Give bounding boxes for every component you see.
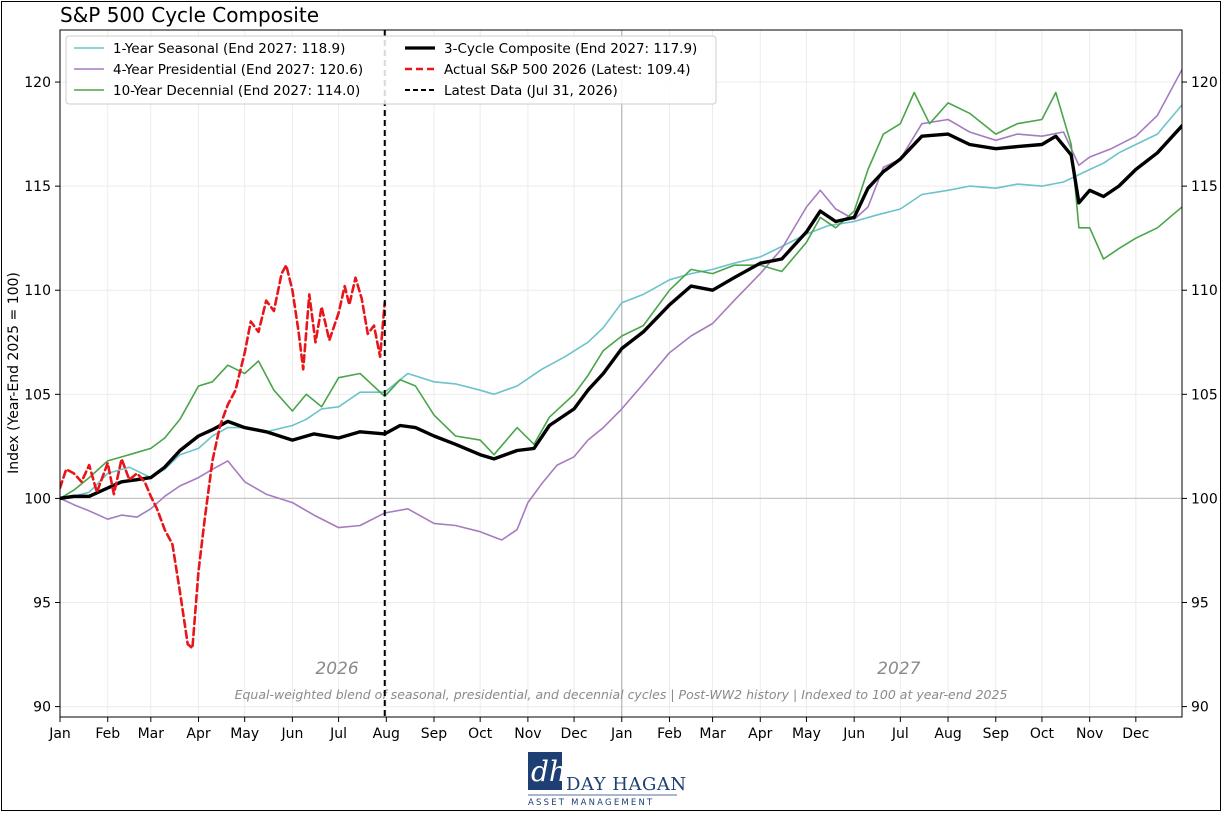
legend-label-decennial: 10-Year Decennial (End 2027: 114.0) (113, 83, 360, 99)
legend-item-latest-data: Latest Data (Jul 31, 2026) (405, 83, 618, 99)
legend-label-latest-data: Latest Data (Jul 31, 2026) (444, 83, 618, 99)
x-tick-label: May (792, 726, 821, 742)
x-tick-label: Oct (468, 726, 493, 742)
legend-item-decennial: 10-Year Decennial (End 2027: 114.0) (74, 83, 360, 99)
x-tick-label: Jan (48, 726, 71, 742)
logo-monogram-box (528, 752, 562, 790)
year-label-2027: 2027 (877, 659, 920, 679)
y-tick-label: 120 (24, 75, 51, 91)
legend-item-seasonal: 1-Year Seasonal (End 2027: 118.9) (74, 41, 345, 57)
x-tick-label: Jun (280, 726, 303, 742)
x-tick-label: May (230, 726, 259, 742)
series-line-0 (60, 104, 1182, 500)
legend-box (65, 35, 717, 105)
x-tick-label: Feb (657, 726, 682, 742)
reference-lines (60, 30, 1182, 717)
x-tick-label: Oct (1030, 726, 1055, 742)
logo-name: DAY HAGAN (566, 774, 687, 795)
y-axis-label: Index (Year-End 2025 = 100) (6, 272, 22, 474)
grid (59, 30, 1182, 717)
series-line-3 (60, 124, 1182, 501)
y-tick-label-right: 120 (1191, 75, 1218, 91)
x-tick-label: Jul (329, 726, 347, 742)
legend-label-presidential: 4-Year Presidential (End 2027: 120.6) (113, 62, 363, 78)
y-axis-ticks: 90 90 95 95 100 100 105 105 110 110 115 115 120 120 (24, 75, 1217, 716)
logo-tagline: ASSET MANAGEMENT (528, 798, 654, 808)
y-tick-label: 90 (33, 700, 51, 716)
x-tick-label: Mar (138, 726, 165, 742)
legend-label-seasonal: 1-Year Seasonal (End 2027: 118.9) (113, 41, 345, 57)
plot-area-border (59, 29, 1183, 718)
series-line-4 (60, 263, 386, 650)
y-tick-label: 100 (24, 491, 51, 507)
legend-item-presidential: 4-Year Presidential (End 2027: 120.6) (74, 62, 363, 78)
y-tick-label-right: 100 (1191, 491, 1218, 507)
legend: 1-Year Seasonal (End 2027: 118.9) 4-Year… (65, 35, 717, 105)
y-tick-label: 105 (24, 387, 51, 403)
legend-item-actual: Actual S&P 500 2026 (Latest: 109.4) (405, 62, 691, 78)
series-lines (60, 30, 1182, 717)
x-tick-label: Sep (983, 726, 1010, 742)
x-tick-label: Apr (748, 726, 772, 742)
chart-footnote: Equal-weighted blend of seasonal, presid… (235, 687, 1008, 702)
x-tick-label: Mar (699, 726, 726, 742)
x-tick-label: Feb (95, 726, 120, 742)
y-tick-label-right: 105 (1191, 387, 1218, 403)
x-tick-label: Jan (610, 726, 633, 742)
x-tick-label: Jun (842, 726, 865, 742)
legend-label-composite: 3-Cycle Composite (End 2027: 117.9) (444, 41, 697, 57)
y-tick-label: 115 (24, 179, 51, 195)
y-tick-label-right: 110 (1191, 283, 1218, 299)
y-tick-label: 95 (33, 596, 51, 612)
x-axis-ticks: Jan Feb Mar Apr May Jun Jul Aug Sep Oct Nov Dec Jan F… (48, 717, 1149, 742)
chart-title: S&P 500 Cycle Composite (60, 3, 319, 27)
legend-item-composite: 3-Cycle Composite (End 2027: 117.9) (405, 41, 697, 57)
x-tick-label: Nov (514, 726, 541, 742)
year-label-2026: 2026 (315, 659, 358, 679)
series-line-2 (60, 91, 1182, 500)
x-tick-label: Nov (1076, 726, 1103, 742)
x-tick-label: Apr (186, 726, 210, 742)
y-tick-label-right: 115 (1191, 179, 1218, 195)
series-line-1 (60, 68, 1182, 541)
annotations: 2026 2027 Equal-weighted blend of season… (235, 659, 1008, 702)
y-tick-label-right: 90 (1191, 700, 1209, 716)
y-tick-label: 110 (24, 283, 51, 299)
x-tick-label: Dec (561, 726, 588, 742)
x-tick-label: Aug (373, 726, 400, 742)
x-tick-label: Aug (934, 726, 961, 742)
legend-label-actual: Actual S&P 500 2026 (Latest: 109.4) (444, 62, 691, 78)
y-tick-label-right: 95 (1191, 596, 1209, 612)
x-tick-label: Sep (421, 726, 448, 742)
company-logo: dh DAY HAGAN ASSET MANAGEMENT (528, 752, 687, 808)
x-tick-label: Dec (1122, 726, 1149, 742)
x-tick-label: Jul (891, 726, 909, 742)
logo-monogram: dh (531, 755, 567, 788)
